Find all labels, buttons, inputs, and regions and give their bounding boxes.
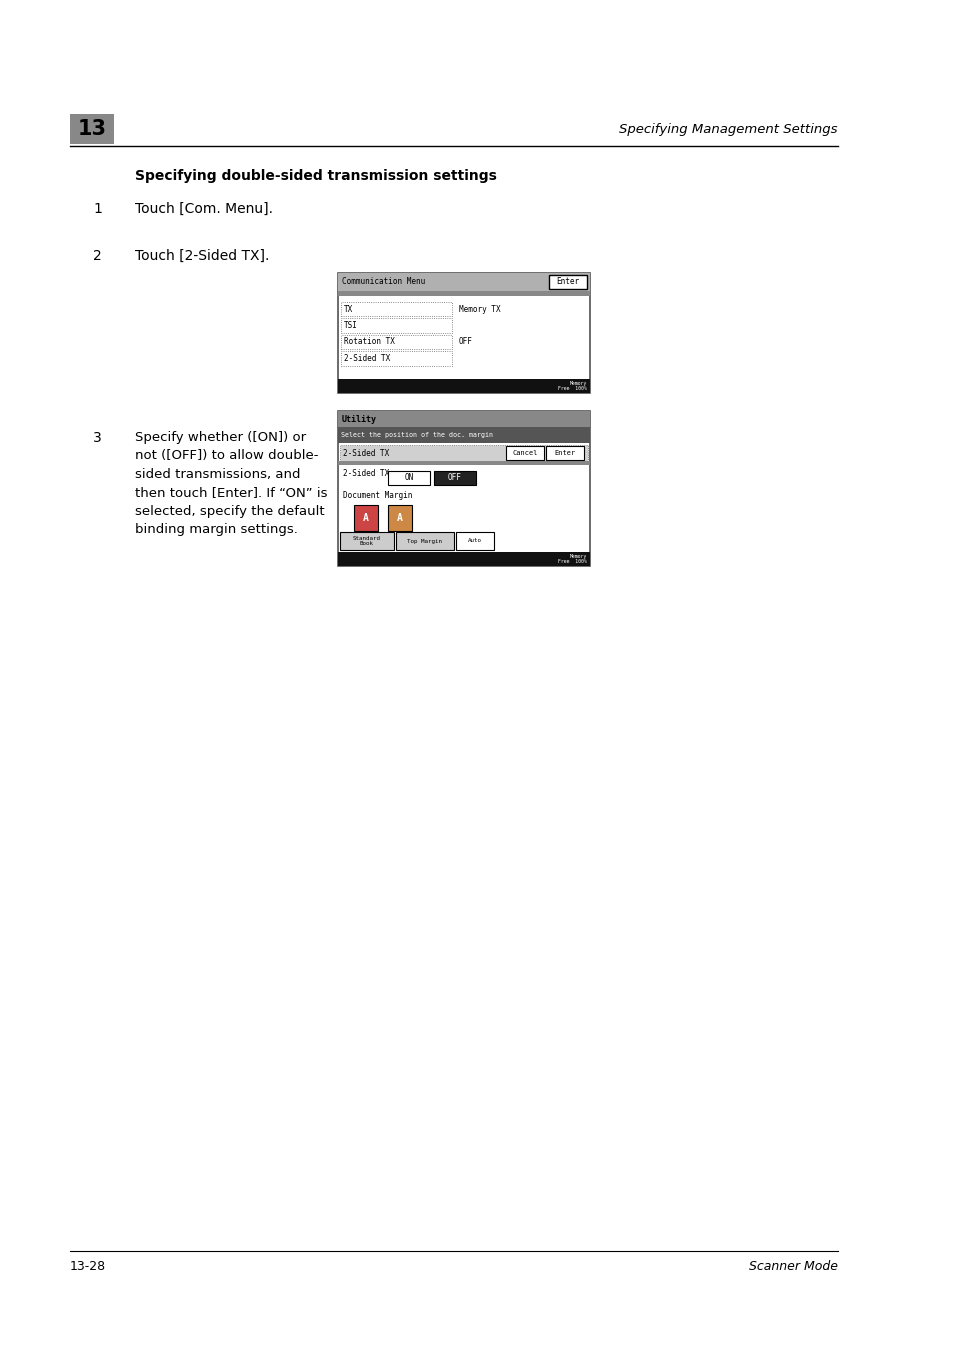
Bar [339,532,394,550]
Bar [456,532,494,550]
Bar [434,471,476,485]
Text: Scanner Mode: Scanner Mode [748,1259,837,1273]
Bar [70,113,113,145]
Text: Specifying Management Settings: Specifying Management Settings [618,123,837,135]
Text: 2-Sided TX: 2-Sided TX [343,470,389,478]
Text: Cancel: Cancel [512,450,537,457]
Bar [340,319,452,332]
Text: OFF: OFF [458,338,473,346]
Text: ON: ON [404,473,414,482]
Bar [388,505,412,531]
Text: Top Margin: Top Margin [407,539,442,543]
Text: Rotation TX: Rotation TX [344,338,395,346]
Text: Document Margin: Document Margin [343,492,412,500]
Bar [505,446,543,459]
Text: Touch [Com. Menu].: Touch [Com. Menu]. [135,203,273,216]
Text: Enter: Enter [554,450,575,457]
Text: Specify whether ([ON]) or
not ([OFF]) to allow double-
sided transmissions, and
: Specify whether ([ON]) or not ([OFF]) to… [135,431,327,536]
Bar [340,335,452,349]
Bar [338,443,588,553]
Text: Communication Menu: Communication Menu [341,277,425,286]
Text: Utility: Utility [341,415,376,423]
Text: 3: 3 [92,431,102,444]
Text: 2-Sided TX: 2-Sided TX [343,449,389,458]
Text: TSI: TSI [344,322,357,330]
Bar [340,303,452,316]
Text: 2-Sided TX: 2-Sided TX [344,354,390,363]
Text: Memory
Free  100%: Memory Free 100% [558,381,586,392]
Text: Select the position of the doc. margin: Select the position of the doc. margin [340,432,493,438]
Bar [337,553,589,566]
Bar [395,532,454,550]
Bar [337,273,589,290]
Text: A: A [396,513,402,523]
Bar [354,505,377,531]
Text: OFF: OFF [448,473,461,482]
Bar [337,461,589,465]
Bar [337,273,589,393]
Bar [338,296,588,380]
Text: Auto: Auto [468,539,481,543]
Text: TX: TX [344,305,353,313]
Text: 13: 13 [77,119,107,139]
Text: Memory TX: Memory TX [458,305,500,313]
Bar [337,427,589,443]
Text: Specifying double-sided transmission settings: Specifying double-sided transmission set… [135,169,497,182]
Bar [388,471,430,485]
Bar [337,411,589,427]
Bar [339,444,587,461]
Text: 1: 1 [92,203,102,216]
Bar [337,290,589,296]
Bar [545,446,583,459]
Bar [337,380,589,393]
Text: Touch [2-Sided TX].: Touch [2-Sided TX]. [135,249,269,263]
Bar [337,411,589,566]
Text: 2: 2 [92,249,102,263]
Bar [548,276,586,289]
Text: A: A [363,513,369,523]
Text: Standard
Book: Standard Book [353,535,380,546]
Text: Memory
Free  100%: Memory Free 100% [558,554,586,565]
Text: 13-28: 13-28 [70,1259,106,1273]
Bar [340,351,452,366]
Text: Enter: Enter [556,277,579,286]
